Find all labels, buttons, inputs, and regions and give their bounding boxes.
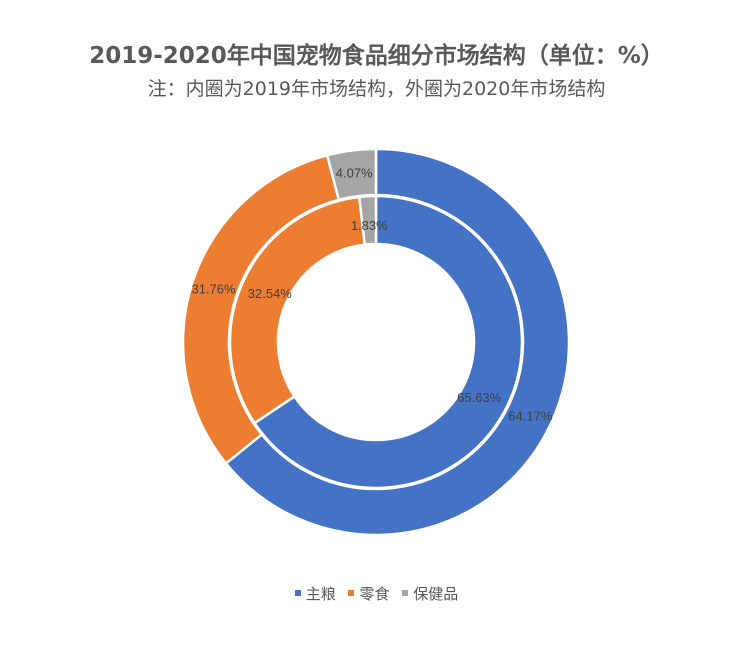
legend-label: 保健品 (413, 584, 459, 603)
chart-title: 2019-2020年中国宠物食品细分市场结构（单位：%） (89, 43, 664, 69)
legend-label: 主粮 (305, 584, 336, 603)
data-label-2020-0: 64.17% (508, 409, 553, 424)
slice-2020-0 (224, 147, 571, 537)
chart-subtitle: 注：内圈为2019年市场结构，外圈为2020年市场结构 (147, 78, 606, 100)
legend-item-2: 保健品 (402, 583, 458, 604)
legend-swatch (348, 590, 355, 596)
legend-item-0: 主粮 (294, 583, 336, 604)
slice-2020-2 (325, 147, 378, 202)
legend-item-1: 零食 (348, 583, 390, 604)
legend: 主粮 零食 保健品 (0, 582, 753, 604)
legend-swatch (294, 590, 301, 596)
data-label-2020-1: 31.76% (191, 282, 236, 297)
data-label-2019-2: 1.83% (351, 218, 388, 233)
data-label-2019-0: 65.63% (457, 390, 502, 405)
legend-swatch (402, 590, 409, 596)
data-label-2019-1: 32.54% (248, 286, 293, 301)
legend-label: 零食 (359, 584, 390, 603)
data-label-2020-2: 4.07% (336, 165, 373, 180)
